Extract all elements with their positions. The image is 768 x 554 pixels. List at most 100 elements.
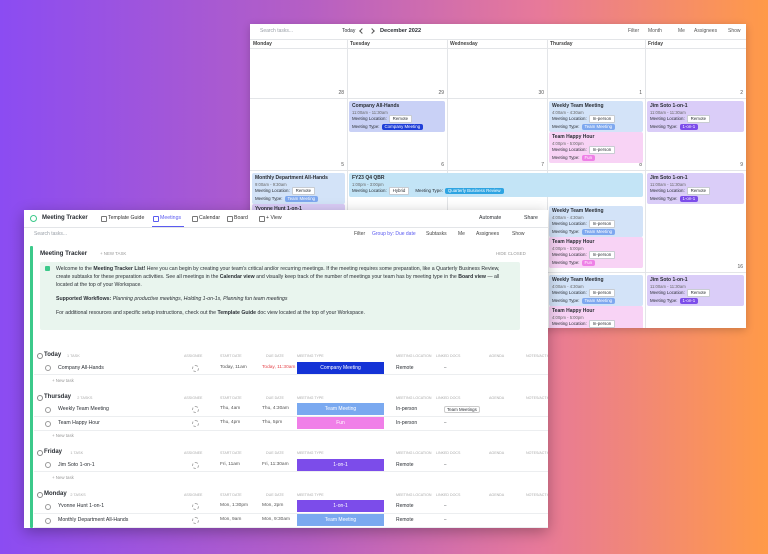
due-date[interactable]: Thu, 5pm xyxy=(262,420,283,425)
me-button[interactable]: Me xyxy=(458,231,465,237)
task-status[interactable] xyxy=(45,420,51,427)
event-card[interactable]: Yvonne Hunt 1-on-1 xyxy=(252,204,345,215)
task-status[interactable] xyxy=(45,462,51,468)
event-card[interactable]: Jim Soto 1-on-1 11:00am - 11:30am Meeting … xyxy=(647,101,744,132)
add-task-button[interactable]: + New task xyxy=(52,377,74,383)
add-task-button[interactable]: + New task xyxy=(52,433,74,438)
tab[interactable]: Template Guide xyxy=(108,215,145,221)
tab[interactable]: + View xyxy=(266,215,282,221)
event-card[interactable]: Weekly Team Meeting 4:00am - 4:30am Meetin… xyxy=(549,206,643,237)
group-icon[interactable] xyxy=(37,394,43,401)
task-name[interactable]: Weekly Team Meeting xyxy=(58,406,109,412)
event-card[interactable]: Team Happy Hour 4:00pm - 5:00pm Meeting Lo… xyxy=(549,132,643,163)
due-date[interactable]: Mon, 9:30am xyxy=(262,517,290,522)
meeting-type[interactable]: Fun xyxy=(297,417,384,429)
assignee-icon[interactable] xyxy=(192,461,199,469)
task-row[interactable] xyxy=(34,513,548,528)
task-row[interactable] xyxy=(34,402,548,417)
task-name[interactable]: Team Happy Hour xyxy=(58,420,100,426)
new-task-button[interactable]: + NEW TASK xyxy=(100,251,127,256)
show-button[interactable]: Show xyxy=(512,231,525,237)
event-card[interactable]: Jim Soto 1-on-1 11:00am - 11:30am Meeting … xyxy=(647,173,744,204)
meeting-location[interactable]: Remote xyxy=(396,517,414,523)
search-box[interactable]: Search tasks... xyxy=(34,231,68,237)
linked-docs[interactable]: – xyxy=(444,461,447,467)
hide-closed-button[interactable]: HIDE CLOSED xyxy=(496,251,526,256)
meeting-type[interactable]: 1-on-1 xyxy=(297,500,384,512)
assignee-icon[interactable] xyxy=(192,503,199,510)
assignee-icon[interactable] xyxy=(192,517,199,524)
filter-button[interactable]: Filter xyxy=(354,231,366,237)
meeting-type[interactable]: Company Meeting xyxy=(297,361,384,374)
share-button[interactable]: Share xyxy=(524,215,538,221)
task-name[interactable]: Jim Soto 1-on-1 xyxy=(58,461,95,468)
task-name[interactable]: Company All-Hands xyxy=(58,364,104,371)
event-card[interactable]: Weekly Team Meeting 4:00am - 4:30am Meetin… xyxy=(549,275,643,306)
group-icon[interactable] xyxy=(37,353,43,359)
start-date[interactable]: Thu, 4am xyxy=(220,406,241,411)
event-card[interactable]: FY23 Q4 QBR 1:00pm - 3:00pm Meeting Locati… xyxy=(349,173,643,197)
meeting-location[interactable]: Remote xyxy=(396,503,414,509)
tab[interactable]: Board xyxy=(234,215,248,221)
task-name[interactable]: Monthly Department All-Hands xyxy=(58,517,129,523)
due-date[interactable]: Today, 11:30am xyxy=(262,364,296,370)
assignees-button[interactable]: Assignees xyxy=(476,231,500,237)
assignees[interactable]: Assignees xyxy=(694,28,718,34)
meeting-location[interactable]: In-person xyxy=(396,420,418,426)
linked-docs[interactable]: – xyxy=(444,517,447,522)
task-status[interactable] xyxy=(45,365,51,371)
meeting-type[interactable]: Team Meeting xyxy=(297,514,384,526)
subtasks-button[interactable]: Subtasks xyxy=(426,231,447,237)
task-name[interactable]: Yvonne Hunt 1-on-1 xyxy=(58,503,105,509)
due-date[interactable]: Fri, 11:30am xyxy=(262,461,289,467)
assignee-icon[interactable] xyxy=(192,420,199,427)
assignee-icon[interactable] xyxy=(192,364,199,372)
search[interactable]: Search tasks... xyxy=(260,28,294,34)
meeting-type[interactable]: Team Meeting xyxy=(297,403,384,415)
linked-docs[interactable]: Team Meetings xyxy=(444,406,480,413)
linked-docs[interactable]: – xyxy=(444,420,447,425)
task-row[interactable] xyxy=(34,458,548,472)
meeting-type[interactable]: 1-on-1 xyxy=(297,458,384,471)
me[interactable]: Me xyxy=(678,28,685,34)
meeting-location[interactable]: Remote xyxy=(396,364,414,371)
start-date[interactable]: Thu, 4pm xyxy=(220,420,241,425)
add-task-button[interactable]: + New task xyxy=(52,474,74,480)
prev-arrow[interactable] xyxy=(359,28,365,34)
group-by-button[interactable]: Group by: Due date xyxy=(372,231,416,237)
start-date[interactable]: Mon, 1:30pm xyxy=(220,503,248,508)
due-date[interactable]: Thu, 4:30am xyxy=(262,406,289,411)
event-card[interactable]: Monthly Department All-Hands 9:00am - 9:3… xyxy=(252,173,345,204)
start-date[interactable]: Today, 11am xyxy=(220,364,247,370)
today[interactable]: Today xyxy=(342,28,356,34)
task-row[interactable] xyxy=(34,361,548,375)
linked-docs[interactable]: – xyxy=(444,503,447,508)
meeting-location[interactable]: Remote xyxy=(396,461,414,468)
group-icon[interactable] xyxy=(37,450,43,456)
next-arrow[interactable] xyxy=(369,28,375,34)
column-header: NOTES/ACTION ITEMS xyxy=(526,492,548,497)
event-card[interactable]: Team Happy Hour 4:00pm - 5:00pm Meeting Lo… xyxy=(549,306,643,328)
filter[interactable]: Filter xyxy=(628,28,640,34)
meeting-location[interactable]: In-person xyxy=(396,406,418,412)
start-date[interactable]: Fri, 11am xyxy=(220,461,240,467)
tab[interactable]: Calendar xyxy=(199,215,221,221)
start-date[interactable]: Mon, 9am xyxy=(220,517,242,522)
linked-docs[interactable]: – xyxy=(444,364,447,370)
task-status[interactable] xyxy=(45,517,51,524)
tab[interactable]: Meetings xyxy=(160,215,182,221)
task-row[interactable] xyxy=(34,499,548,514)
task-status[interactable] xyxy=(45,406,51,413)
due-date[interactable]: Mon, 2pm xyxy=(262,503,284,508)
event-card[interactable]: Company All-Hands 11:00am - 11:30am Meetin… xyxy=(349,101,445,132)
view[interactable]: Month xyxy=(648,28,662,34)
event-card[interactable]: Jim Soto 1-on-1 11:00am - 11:30am Meeting … xyxy=(647,275,744,306)
automate-button[interactable]: Automate xyxy=(479,215,502,221)
task-status[interactable] xyxy=(45,503,51,510)
group-icon[interactable] xyxy=(37,491,43,498)
task-row[interactable] xyxy=(34,416,548,431)
event-card[interactable]: Team Happy Hour 4:00pm - 5:00pm Meeting Lo… xyxy=(549,237,643,268)
event-card[interactable]: Weekly Team Meeting 4:00am - 4:30am Meetin… xyxy=(549,101,643,132)
show[interactable]: Show xyxy=(728,28,741,34)
assignee-icon[interactable] xyxy=(192,406,199,413)
